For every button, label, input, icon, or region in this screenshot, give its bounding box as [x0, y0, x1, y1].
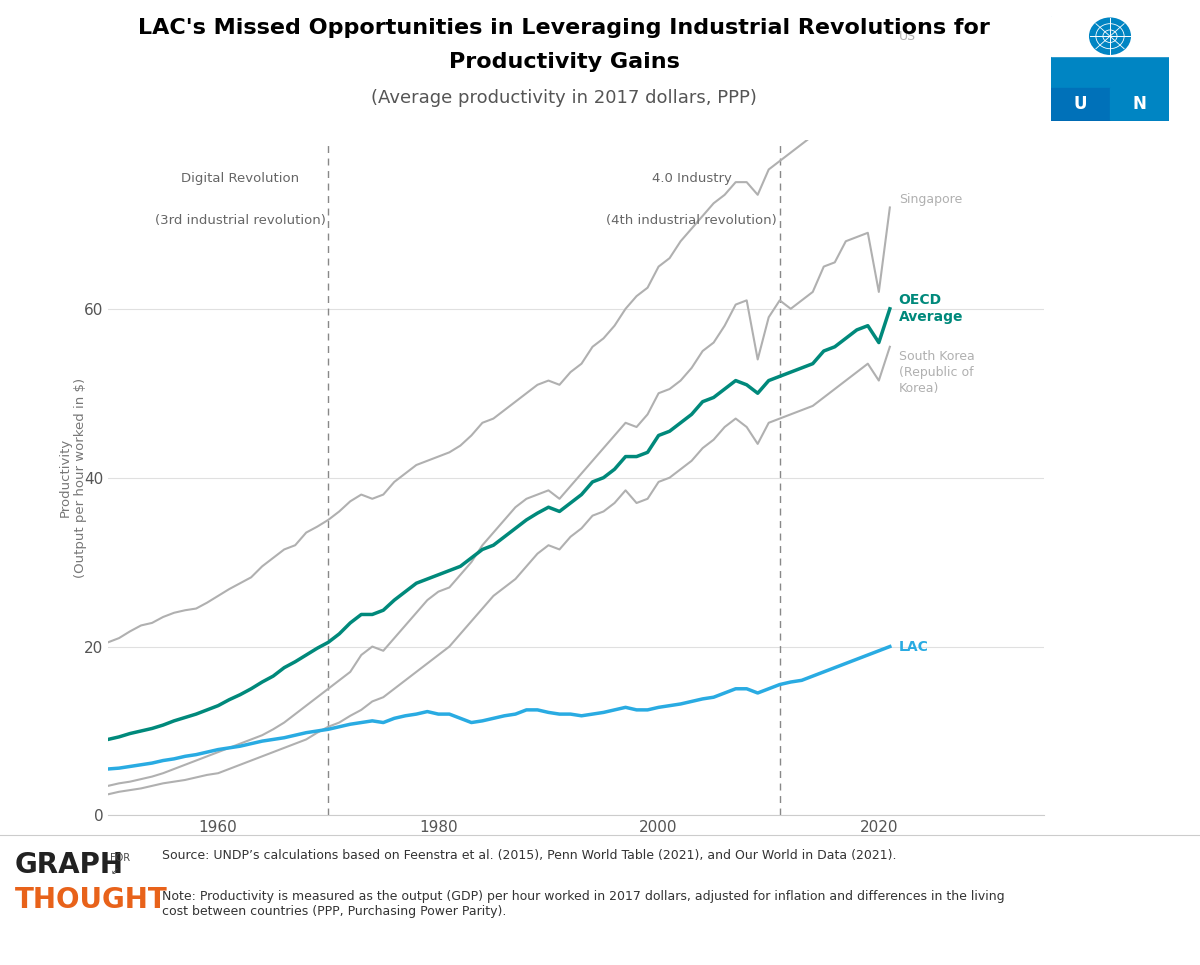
- Text: GRAPH: GRAPH: [14, 851, 124, 879]
- Text: (4th industrial revolution): (4th industrial revolution): [606, 214, 776, 228]
- Text: Digital Revolution: Digital Revolution: [181, 172, 299, 185]
- Text: South Korea
(Republic of
Korea): South Korea (Republic of Korea): [899, 349, 974, 395]
- Text: US: US: [899, 30, 916, 42]
- Bar: [1110, 89, 1169, 121]
- Bar: [1110, 121, 1169, 152]
- Text: Note: Productivity is measured as the output (GDP) per hour worked in 2017 dolla: Note: Productivity is measured as the ou…: [162, 890, 1004, 918]
- Text: Source: UNDP’s calculations based on Feenstra et al. (2015), Penn World Table (2: Source: UNDP’s calculations based on Fee…: [162, 849, 896, 862]
- Text: 4.0 Industry: 4.0 Industry: [652, 172, 732, 185]
- Text: D: D: [1074, 127, 1087, 146]
- Circle shape: [1091, 19, 1129, 53]
- Text: Productivity Gains: Productivity Gains: [449, 51, 679, 71]
- Text: U: U: [1074, 96, 1087, 114]
- Text: (Average productivity in 2017 dollars, PPP): (Average productivity in 2017 dollars, P…: [371, 89, 757, 107]
- Text: LAC's Missed Opportunities in Leveraging Industrial Revolutions for: LAC's Missed Opportunities in Leveraging…: [138, 17, 990, 38]
- Bar: [1051, 16, 1169, 56]
- Bar: [1051, 121, 1110, 152]
- Text: FOR: FOR: [110, 853, 131, 863]
- Text: N: N: [1133, 96, 1146, 114]
- Text: P: P: [1133, 127, 1146, 146]
- Text: Singapore: Singapore: [899, 193, 962, 206]
- Text: OECD
Average: OECD Average: [899, 293, 964, 324]
- Text: (3rd industrial revolution): (3rd industrial revolution): [155, 214, 325, 228]
- Text: THOUGHT: THOUGHT: [14, 886, 167, 914]
- Text: ↙: ↙: [110, 867, 119, 876]
- Bar: [1051, 89, 1110, 121]
- Text: LAC: LAC: [899, 640, 929, 653]
- Y-axis label: Productivity
(Output per hour worked in $): Productivity (Output per hour worked in …: [59, 377, 86, 578]
